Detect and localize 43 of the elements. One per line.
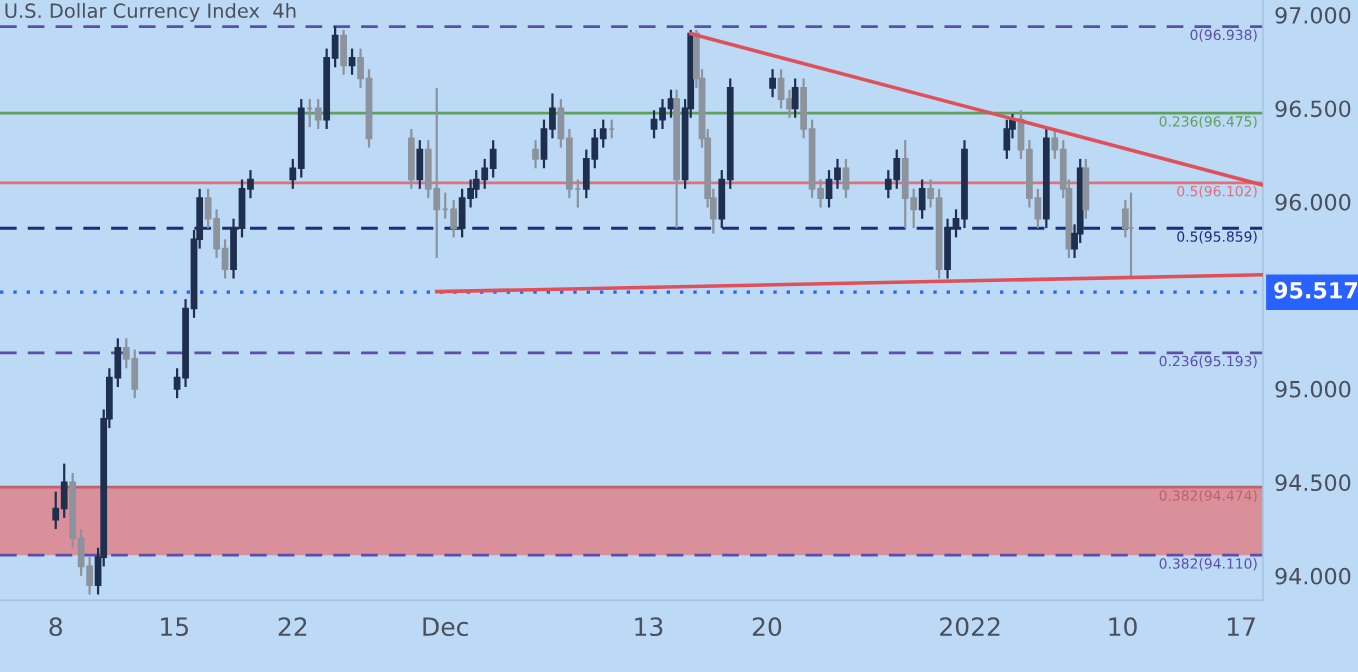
ref-line-label: 95.517 — [1274, 281, 1358, 299]
y-tick-label: 94.000 — [1275, 567, 1351, 585]
candlestick — [1082, 157, 1090, 220]
candlestick — [481, 157, 489, 190]
x-tick-label: 2022 — [940, 617, 1000, 637]
candlestick — [659, 97, 666, 131]
candlestick — [416, 139, 424, 190]
x-tick-label: 8 — [49, 617, 62, 637]
x-tick-label: 20 — [752, 617, 782, 637]
y-tick-label: 94.500 — [1275, 474, 1351, 492]
candlestick — [407, 127, 415, 190]
x-tick-label: 17 — [1227, 617, 1255, 636]
x-tick-label: 13 — [635, 617, 663, 637]
candlestick — [450, 198, 458, 239]
candlestick — [532, 139, 539, 170]
candlestick — [777, 68, 785, 110]
candlestick — [769, 68, 776, 99]
x-tick-label: 10 — [1109, 617, 1137, 637]
x-tick-label: 15 — [161, 617, 188, 637]
candlestick — [1003, 118, 1011, 161]
chart-title: U.S. Dollar Currency Index 4h — [5, 3, 296, 22]
candlestick — [489, 139, 497, 179]
candlestick — [458, 187, 466, 239]
candlestick — [340, 28, 347, 76]
candlestick — [433, 86, 441, 260]
y-tick-label: 95.000 — [1275, 380, 1351, 398]
y-tick-label: 96.000 — [1275, 193, 1351, 211]
x-tick-label: 22 — [278, 617, 307, 636]
candlestick — [944, 217, 951, 280]
candlestick — [131, 348, 139, 400]
candlestick — [901, 139, 909, 230]
y-tick-label: 96.500 — [1275, 100, 1351, 118]
candlestick — [650, 109, 658, 140]
candlestick — [893, 148, 901, 190]
candlestick — [348, 47, 356, 76]
x-tick-label: Dec — [423, 617, 468, 637]
candlestick — [472, 169, 480, 200]
y-tick-label: 97.000 — [1275, 6, 1351, 24]
candlestick — [60, 462, 68, 519]
candlestick — [314, 97, 322, 131]
candlestick — [842, 157, 850, 200]
candlestick — [791, 77, 799, 119]
candlestick — [918, 178, 926, 220]
